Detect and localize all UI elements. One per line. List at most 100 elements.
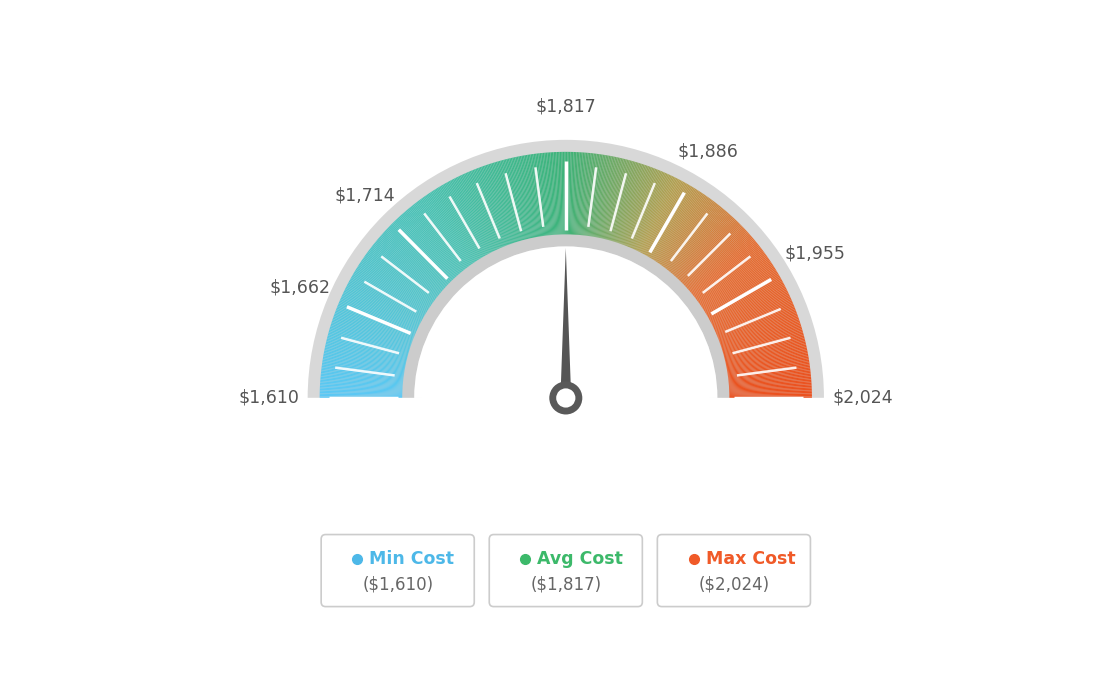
Wedge shape bbox=[590, 155, 604, 244]
Wedge shape bbox=[321, 368, 411, 380]
Wedge shape bbox=[614, 164, 644, 250]
Wedge shape bbox=[644, 184, 690, 263]
Wedge shape bbox=[516, 157, 534, 245]
Wedge shape bbox=[378, 239, 447, 297]
Wedge shape bbox=[540, 153, 550, 243]
Wedge shape bbox=[320, 395, 410, 397]
Wedge shape bbox=[320, 381, 410, 388]
Wedge shape bbox=[410, 206, 468, 277]
Wedge shape bbox=[716, 335, 804, 359]
Wedge shape bbox=[709, 300, 793, 337]
Wedge shape bbox=[331, 324, 417, 352]
Wedge shape bbox=[338, 304, 422, 339]
Wedge shape bbox=[713, 317, 799, 348]
Wedge shape bbox=[702, 279, 783, 324]
Wedge shape bbox=[631, 175, 670, 257]
Wedge shape bbox=[705, 288, 786, 329]
Wedge shape bbox=[576, 152, 584, 242]
Wedge shape bbox=[512, 157, 533, 246]
Wedge shape bbox=[349, 281, 428, 324]
Wedge shape bbox=[431, 192, 480, 268]
Wedge shape bbox=[676, 224, 741, 288]
Wedge shape bbox=[343, 292, 425, 331]
Wedge shape bbox=[619, 167, 652, 252]
Wedge shape bbox=[722, 393, 811, 396]
Wedge shape bbox=[585, 154, 598, 244]
Wedge shape bbox=[703, 281, 783, 324]
Wedge shape bbox=[424, 196, 477, 270]
Wedge shape bbox=[624, 170, 659, 254]
Wedge shape bbox=[654, 195, 705, 269]
Wedge shape bbox=[719, 349, 807, 368]
Wedge shape bbox=[477, 168, 510, 253]
Wedge shape bbox=[629, 173, 668, 256]
Wedge shape bbox=[720, 353, 808, 371]
Wedge shape bbox=[699, 270, 777, 317]
Wedge shape bbox=[688, 244, 758, 301]
Wedge shape bbox=[414, 246, 718, 398]
Wedge shape bbox=[571, 152, 575, 242]
Wedge shape bbox=[346, 288, 426, 329]
Wedge shape bbox=[711, 307, 795, 342]
Wedge shape bbox=[357, 268, 434, 316]
Wedge shape bbox=[698, 268, 775, 316]
Wedge shape bbox=[680, 230, 746, 292]
Wedge shape bbox=[417, 201, 473, 273]
Wedge shape bbox=[660, 203, 716, 275]
Wedge shape bbox=[469, 171, 506, 255]
Wedge shape bbox=[689, 247, 762, 303]
Wedge shape bbox=[325, 349, 413, 368]
Wedge shape bbox=[348, 282, 428, 326]
Wedge shape bbox=[604, 159, 627, 247]
Wedge shape bbox=[691, 252, 765, 306]
Wedge shape bbox=[712, 313, 797, 345]
Wedge shape bbox=[372, 245, 444, 302]
Wedge shape bbox=[323, 352, 413, 370]
Wedge shape bbox=[327, 337, 415, 360]
Wedge shape bbox=[374, 242, 445, 300]
Wedge shape bbox=[718, 343, 806, 364]
Wedge shape bbox=[423, 197, 476, 271]
Wedge shape bbox=[340, 297, 423, 335]
Wedge shape bbox=[383, 232, 450, 293]
Wedge shape bbox=[707, 290, 788, 331]
Wedge shape bbox=[327, 339, 414, 362]
Wedge shape bbox=[690, 248, 762, 304]
Wedge shape bbox=[548, 152, 555, 242]
Wedge shape bbox=[457, 177, 498, 258]
Wedge shape bbox=[597, 157, 616, 245]
Wedge shape bbox=[329, 328, 416, 355]
Wedge shape bbox=[701, 275, 781, 321]
Wedge shape bbox=[320, 388, 410, 393]
Wedge shape bbox=[344, 289, 426, 330]
Wedge shape bbox=[637, 179, 680, 260]
Wedge shape bbox=[570, 152, 574, 242]
Wedge shape bbox=[543, 152, 552, 243]
Text: $1,955: $1,955 bbox=[785, 245, 846, 263]
Wedge shape bbox=[336, 310, 420, 343]
Wedge shape bbox=[630, 174, 669, 256]
Wedge shape bbox=[602, 159, 624, 246]
Wedge shape bbox=[609, 161, 636, 248]
Wedge shape bbox=[486, 165, 516, 250]
Wedge shape bbox=[432, 191, 481, 267]
Wedge shape bbox=[447, 181, 491, 262]
Wedge shape bbox=[606, 160, 631, 248]
Wedge shape bbox=[713, 319, 799, 349]
Wedge shape bbox=[434, 189, 482, 266]
Wedge shape bbox=[611, 162, 637, 248]
Wedge shape bbox=[496, 161, 522, 248]
Wedge shape bbox=[702, 278, 782, 323]
Wedge shape bbox=[671, 217, 733, 284]
Wedge shape bbox=[645, 186, 692, 264]
Wedge shape bbox=[561, 152, 564, 242]
Wedge shape bbox=[722, 381, 811, 388]
Wedge shape bbox=[555, 152, 560, 242]
Wedge shape bbox=[325, 346, 413, 366]
Wedge shape bbox=[586, 154, 599, 244]
FancyBboxPatch shape bbox=[321, 535, 475, 607]
Wedge shape bbox=[628, 172, 665, 255]
Wedge shape bbox=[482, 166, 513, 251]
Wedge shape bbox=[439, 186, 487, 264]
Wedge shape bbox=[710, 302, 793, 338]
